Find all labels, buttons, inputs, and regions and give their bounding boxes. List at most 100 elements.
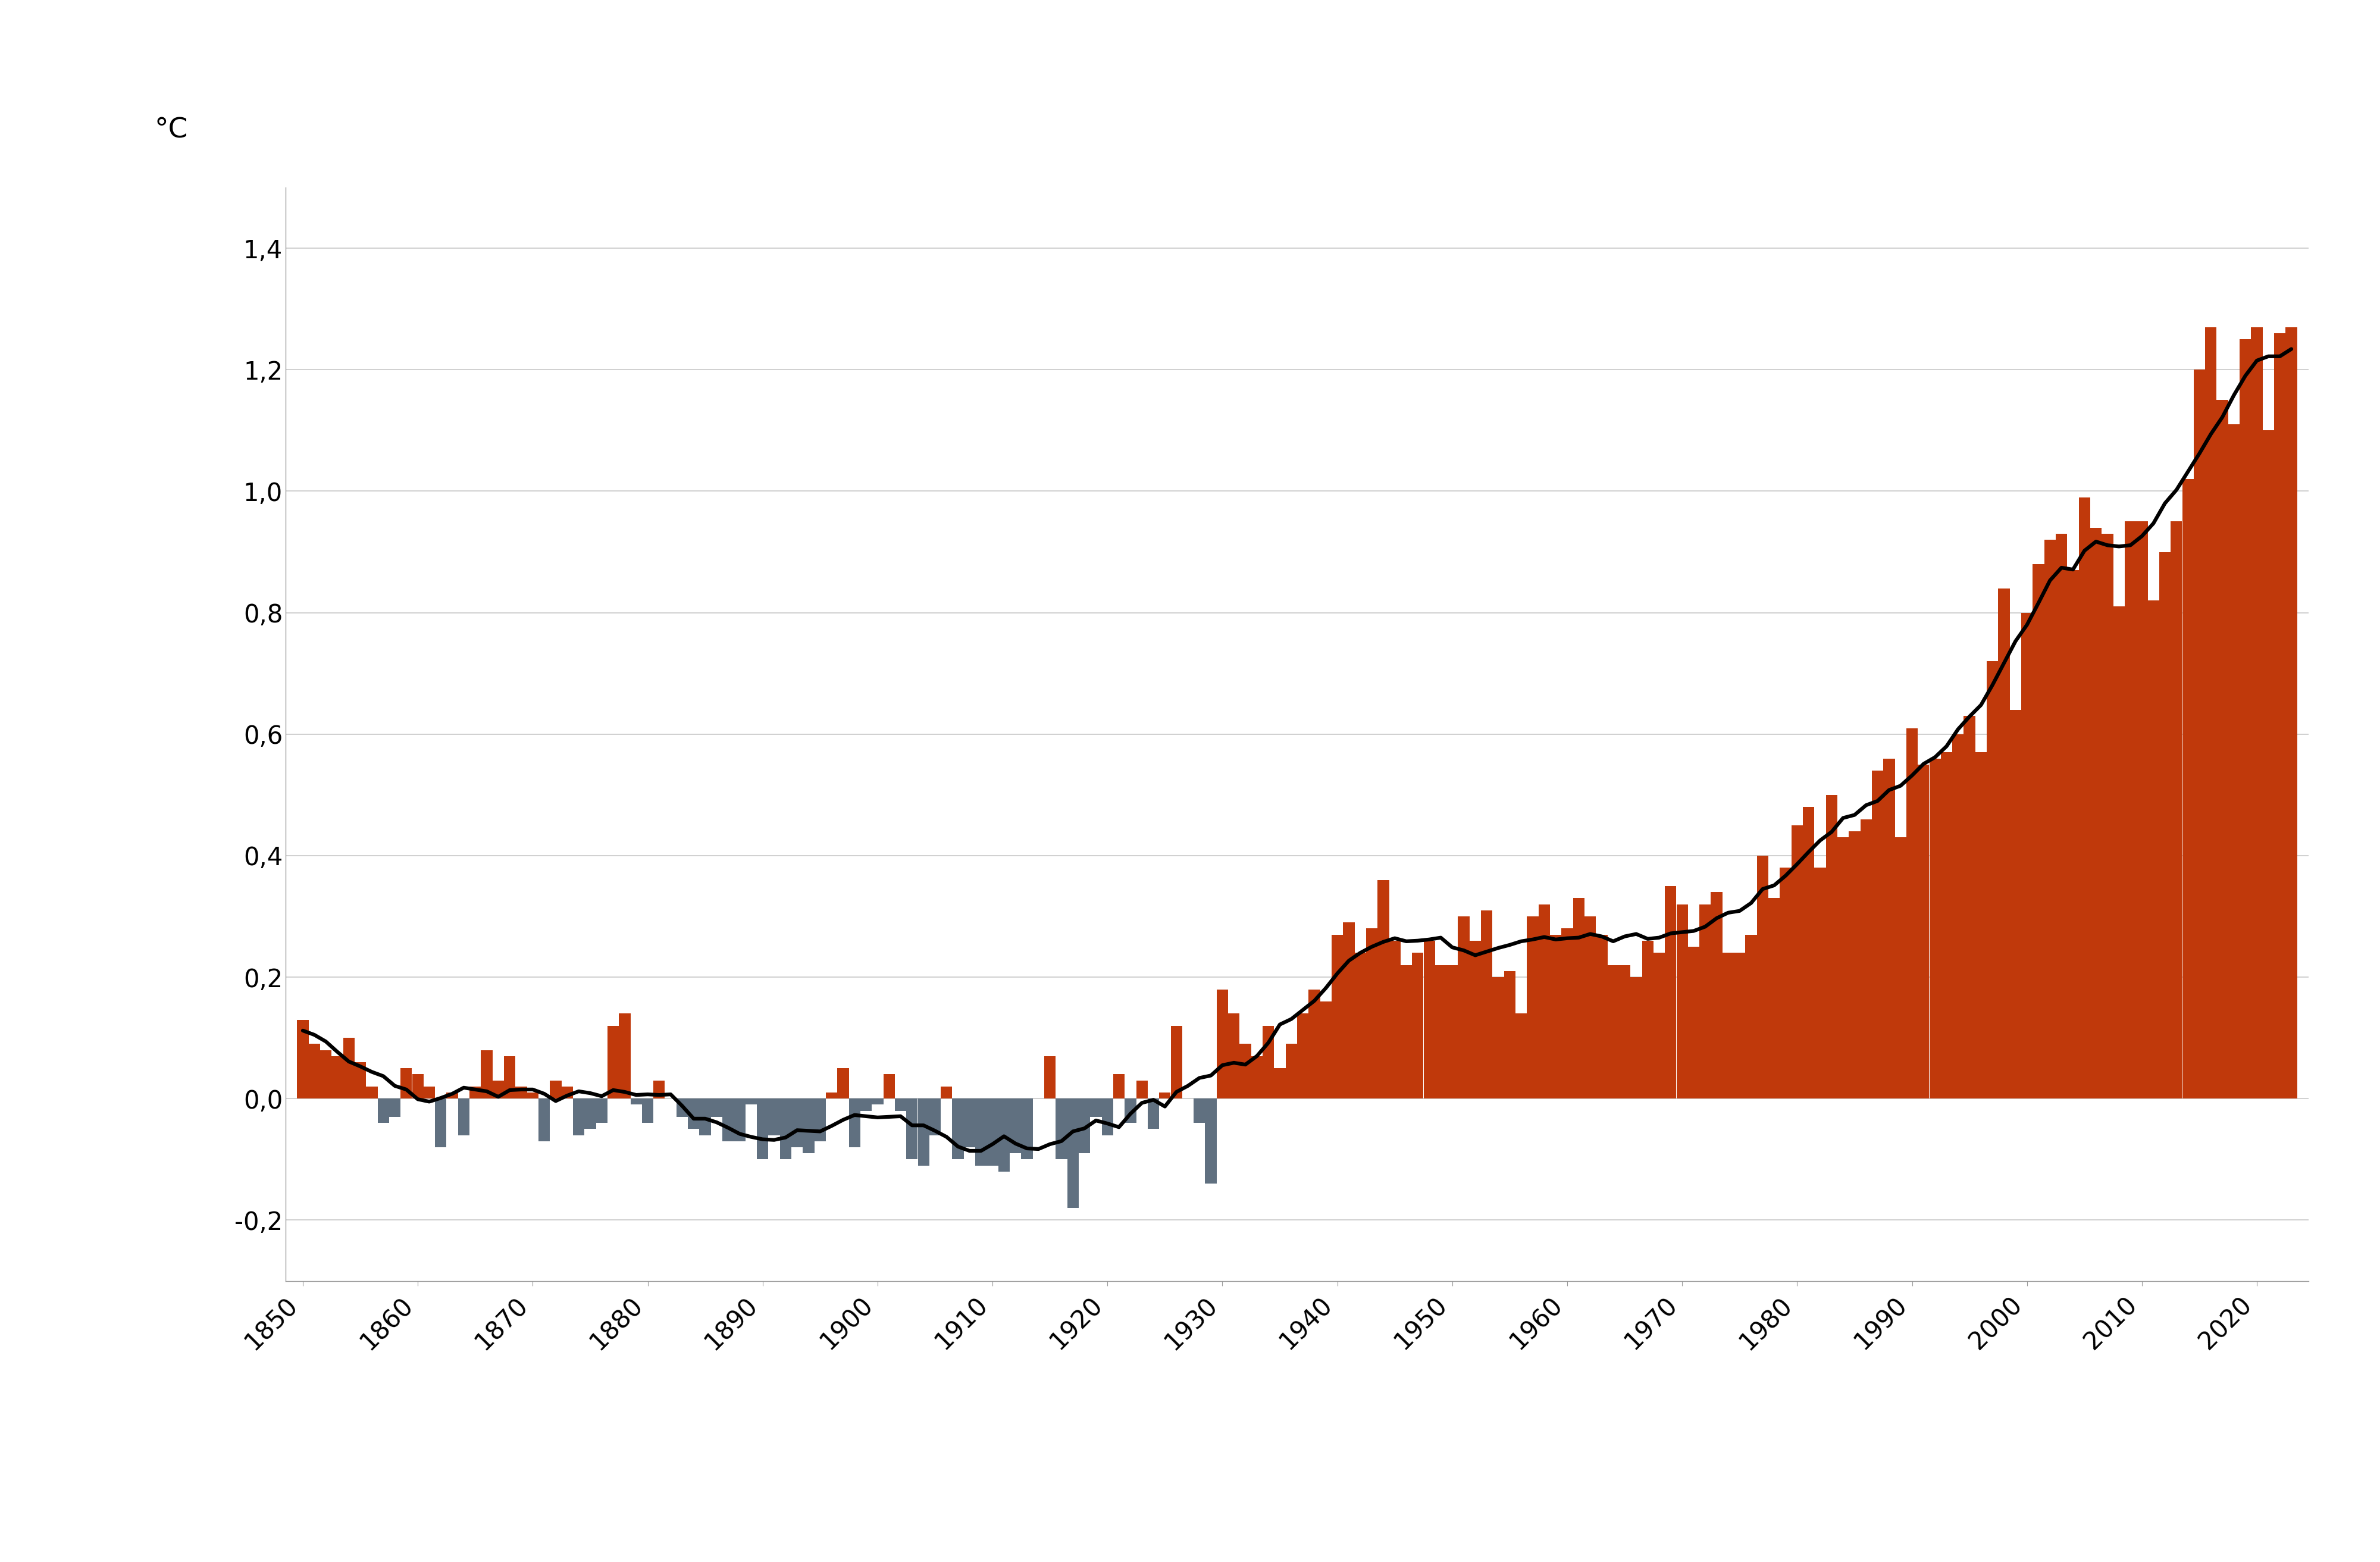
Bar [2182, 480, 2194, 1098]
Bar [2102, 534, 2113, 1098]
Bar [1447, 965, 1459, 1098]
Bar [1342, 923, 1354, 1098]
Bar [2090, 528, 2102, 1098]
Bar [309, 1043, 319, 1098]
Bar [607, 1026, 619, 1098]
Bar [343, 1037, 355, 1098]
Bar [1480, 911, 1492, 1098]
Bar [1975, 753, 1987, 1098]
Bar [1102, 1098, 1114, 1136]
Bar [585, 1098, 595, 1129]
Bar [538, 1098, 550, 1142]
Bar [595, 1098, 607, 1123]
Bar [1952, 734, 1964, 1098]
Bar [724, 1098, 733, 1142]
Bar [400, 1068, 412, 1098]
Bar [378, 1098, 388, 1123]
Bar [2159, 551, 2171, 1098]
Bar [2068, 570, 2078, 1098]
Bar [700, 1098, 712, 1136]
Bar [2113, 606, 2125, 1098]
Bar [757, 1098, 769, 1159]
Bar [2251, 326, 2263, 1098]
Bar [1606, 965, 1618, 1098]
Bar [1216, 989, 1228, 1098]
Bar [367, 1087, 378, 1098]
Bar [1906, 728, 1918, 1098]
Bar [1735, 953, 1745, 1098]
Bar [631, 1098, 643, 1104]
Bar [1114, 1075, 1126, 1098]
Bar [1987, 661, 1999, 1098]
Bar [1330, 934, 1342, 1098]
Bar [1573, 898, 1585, 1098]
Bar [298, 1020, 309, 1098]
Bar [859, 1098, 871, 1111]
Bar [1228, 1014, 1240, 1098]
Bar [505, 1056, 516, 1098]
Bar [1618, 965, 1630, 1098]
Bar [1009, 1098, 1021, 1153]
Bar [2078, 497, 2090, 1098]
Bar [1654, 953, 1666, 1098]
Bar [1264, 1026, 1273, 1098]
Bar [790, 1098, 802, 1147]
Bar [1366, 928, 1378, 1098]
Bar [1745, 934, 1756, 1098]
Bar [883, 1075, 895, 1098]
Bar [2125, 522, 2137, 1098]
Bar [1964, 715, 1975, 1098]
Bar [1492, 978, 1504, 1098]
Bar [1780, 868, 1792, 1098]
Bar [1468, 940, 1480, 1098]
Bar [2147, 600, 2159, 1098]
Bar [952, 1098, 964, 1159]
Bar [1159, 1092, 1171, 1098]
Bar [1057, 1098, 1066, 1159]
Bar [457, 1098, 469, 1136]
Bar [2285, 326, 2297, 1098]
Bar [1045, 1056, 1057, 1098]
Bar [516, 1087, 526, 1098]
Bar [802, 1098, 814, 1153]
Bar [1687, 947, 1699, 1098]
Bar [1699, 904, 1711, 1098]
Bar [1537, 904, 1549, 1098]
Bar [826, 1092, 838, 1098]
Bar [1126, 1098, 1135, 1123]
Bar [331, 1056, 343, 1098]
Bar [1423, 940, 1435, 1098]
Bar [1918, 764, 1930, 1098]
Bar [562, 1087, 574, 1098]
Bar [1252, 1056, 1264, 1098]
Bar [781, 1098, 790, 1159]
Bar [1723, 953, 1735, 1098]
Bar [1883, 759, 1894, 1098]
Bar [928, 1098, 940, 1136]
Bar [1516, 1014, 1528, 1098]
Bar [1309, 989, 1321, 1098]
Bar [1135, 1081, 1147, 1098]
Bar [1204, 1098, 1216, 1184]
Bar [2056, 534, 2068, 1098]
Bar [355, 1062, 367, 1098]
Bar [1666, 886, 1676, 1098]
Text: °C: °C [155, 117, 188, 144]
Bar [907, 1098, 919, 1159]
Bar [1768, 898, 1780, 1098]
Bar [895, 1098, 907, 1111]
Bar [2137, 522, 2147, 1098]
Bar [2009, 709, 2021, 1098]
Bar [2275, 333, 2285, 1098]
Bar [1849, 831, 1861, 1098]
Bar [1804, 808, 1814, 1098]
Bar [1021, 1098, 1033, 1159]
Bar [919, 1098, 928, 1165]
Bar [1561, 928, 1573, 1098]
Bar [1814, 868, 1825, 1098]
Bar [1171, 1026, 1183, 1098]
Bar [1399, 965, 1411, 1098]
Bar [574, 1098, 585, 1136]
Bar [2240, 339, 2251, 1098]
Bar [424, 1087, 436, 1098]
